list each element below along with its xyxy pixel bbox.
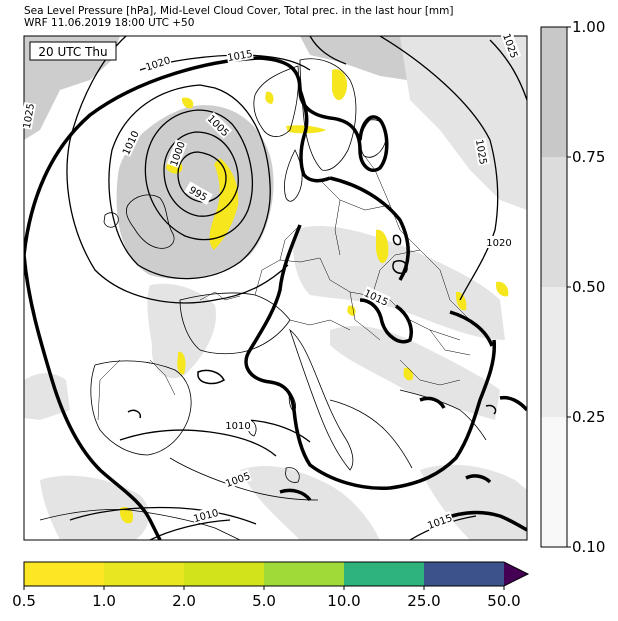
precip-colorbar-segment <box>24 562 104 586</box>
cloud-colorbar-segment <box>541 157 567 287</box>
isobar-label-background <box>486 236 512 248</box>
isobar-label: 1010 <box>225 421 250 432</box>
isobar-label-background <box>19 101 37 130</box>
precip-colorbar-segment <box>424 562 504 586</box>
cloud-colorbar-tick-label: 0.25 <box>572 408 606 426</box>
valid-time-label: 20 UTC Thu <box>38 45 107 59</box>
isobar-label-background <box>500 31 522 60</box>
isobar-1015 <box>24 56 527 540</box>
isobar-label: 1025 <box>22 103 37 130</box>
isobar-label-background <box>119 128 142 157</box>
precip-colorbar-segment <box>104 562 184 586</box>
cloud-colorbar-segment <box>541 287 567 417</box>
chart-title: Sea Level Pressure [hPa], Mid-Level Clou… <box>24 5 454 17</box>
precip-colorbar-tick-label: 5.0 <box>252 592 276 610</box>
isobar-label-background <box>143 53 172 73</box>
precip-colorbar-tick-label: 1.0 <box>92 592 116 610</box>
precip-colorbar-tick-label: 10.0 <box>327 592 361 610</box>
isobar-label-background <box>362 286 391 309</box>
precip-colorbar-extend-arrow <box>504 562 528 586</box>
precip-colorbar-tick-label: 50.0 <box>487 592 521 610</box>
isobar-label-background <box>223 468 252 490</box>
isobar-label: 1025 <box>473 139 488 166</box>
cloud-colorbar-segment <box>541 417 567 547</box>
precip-colorbar-tick-label: 2.0 <box>172 592 196 610</box>
precip-colorbar-frame <box>23 561 530 587</box>
isobar-label-background <box>225 46 254 64</box>
isobar-label-background <box>191 505 220 525</box>
precipitation-colorbar <box>23 561 530 590</box>
precip-colorbar-segment <box>264 562 344 586</box>
isobar-label-background <box>473 137 491 166</box>
cloud-colorbar-tick-label: 0.10 <box>572 538 606 556</box>
isobar-label-background <box>205 111 233 139</box>
cloud-colorbar-tick-label: 0.50 <box>572 278 606 296</box>
map-frame <box>23 35 528 541</box>
valid-time-box <box>29 41 117 61</box>
isobar-label-background <box>425 510 454 532</box>
map-panel <box>24 36 527 540</box>
precip-colorbar-tick-label: 0.5 <box>12 592 36 610</box>
precip-colorbar-tick-label: 25.0 <box>407 592 441 610</box>
cloud-colorbar-segment <box>541 27 567 157</box>
isobar-label: 1015 <box>227 49 254 64</box>
cloud-cover-colorbar <box>540 26 571 548</box>
cloud-colorbar-tick-label: 1.00 <box>572 18 606 36</box>
precip-colorbar-segment <box>344 562 424 586</box>
cloud-colorbar-tick-label: 0.75 <box>572 148 606 166</box>
isobar-label: 1020 <box>486 238 511 249</box>
isobar-label-background <box>166 139 188 168</box>
precip-colorbar-segment <box>184 562 264 586</box>
isobar-label-background <box>184 181 213 205</box>
isobar-label-background <box>225 419 251 431</box>
isobar-small-features <box>127 234 497 419</box>
chart-subtitle: WRF 11.06.2019 18:00 UTC +50 <box>24 17 195 29</box>
